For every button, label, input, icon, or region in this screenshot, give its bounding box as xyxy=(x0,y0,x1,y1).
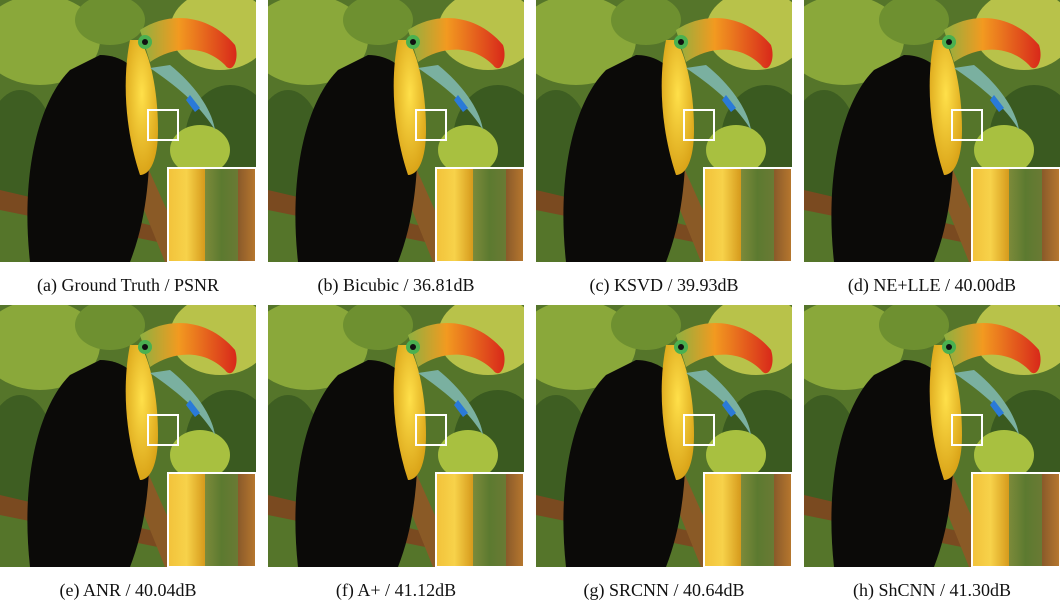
panel-image xyxy=(516,295,816,567)
panel-caption: (h) ShCNN / 41.30dB xyxy=(853,580,1011,601)
panel-image xyxy=(784,0,1060,262)
panel-caption: (f) A+ / 41.12dB xyxy=(336,580,456,601)
panel-image xyxy=(0,0,280,262)
panel-image xyxy=(516,0,816,262)
panel-image xyxy=(248,295,548,567)
panel-caption: (c) KSVD / 39.93dB xyxy=(590,275,739,296)
panel-image xyxy=(0,295,280,567)
panel-caption: (d) NE+LLE / 40.00dB xyxy=(848,275,1016,296)
panel-image xyxy=(784,295,1060,567)
panel-image xyxy=(248,0,548,262)
panel-caption: (g) SRCNN / 40.64dB xyxy=(583,580,744,601)
panel-caption: (b) Bicubic / 36.81dB xyxy=(318,275,475,296)
panel-caption: (a) Ground Truth / PSNR xyxy=(37,275,219,296)
panel-caption: (e) ANR / 40.04dB xyxy=(60,580,197,601)
